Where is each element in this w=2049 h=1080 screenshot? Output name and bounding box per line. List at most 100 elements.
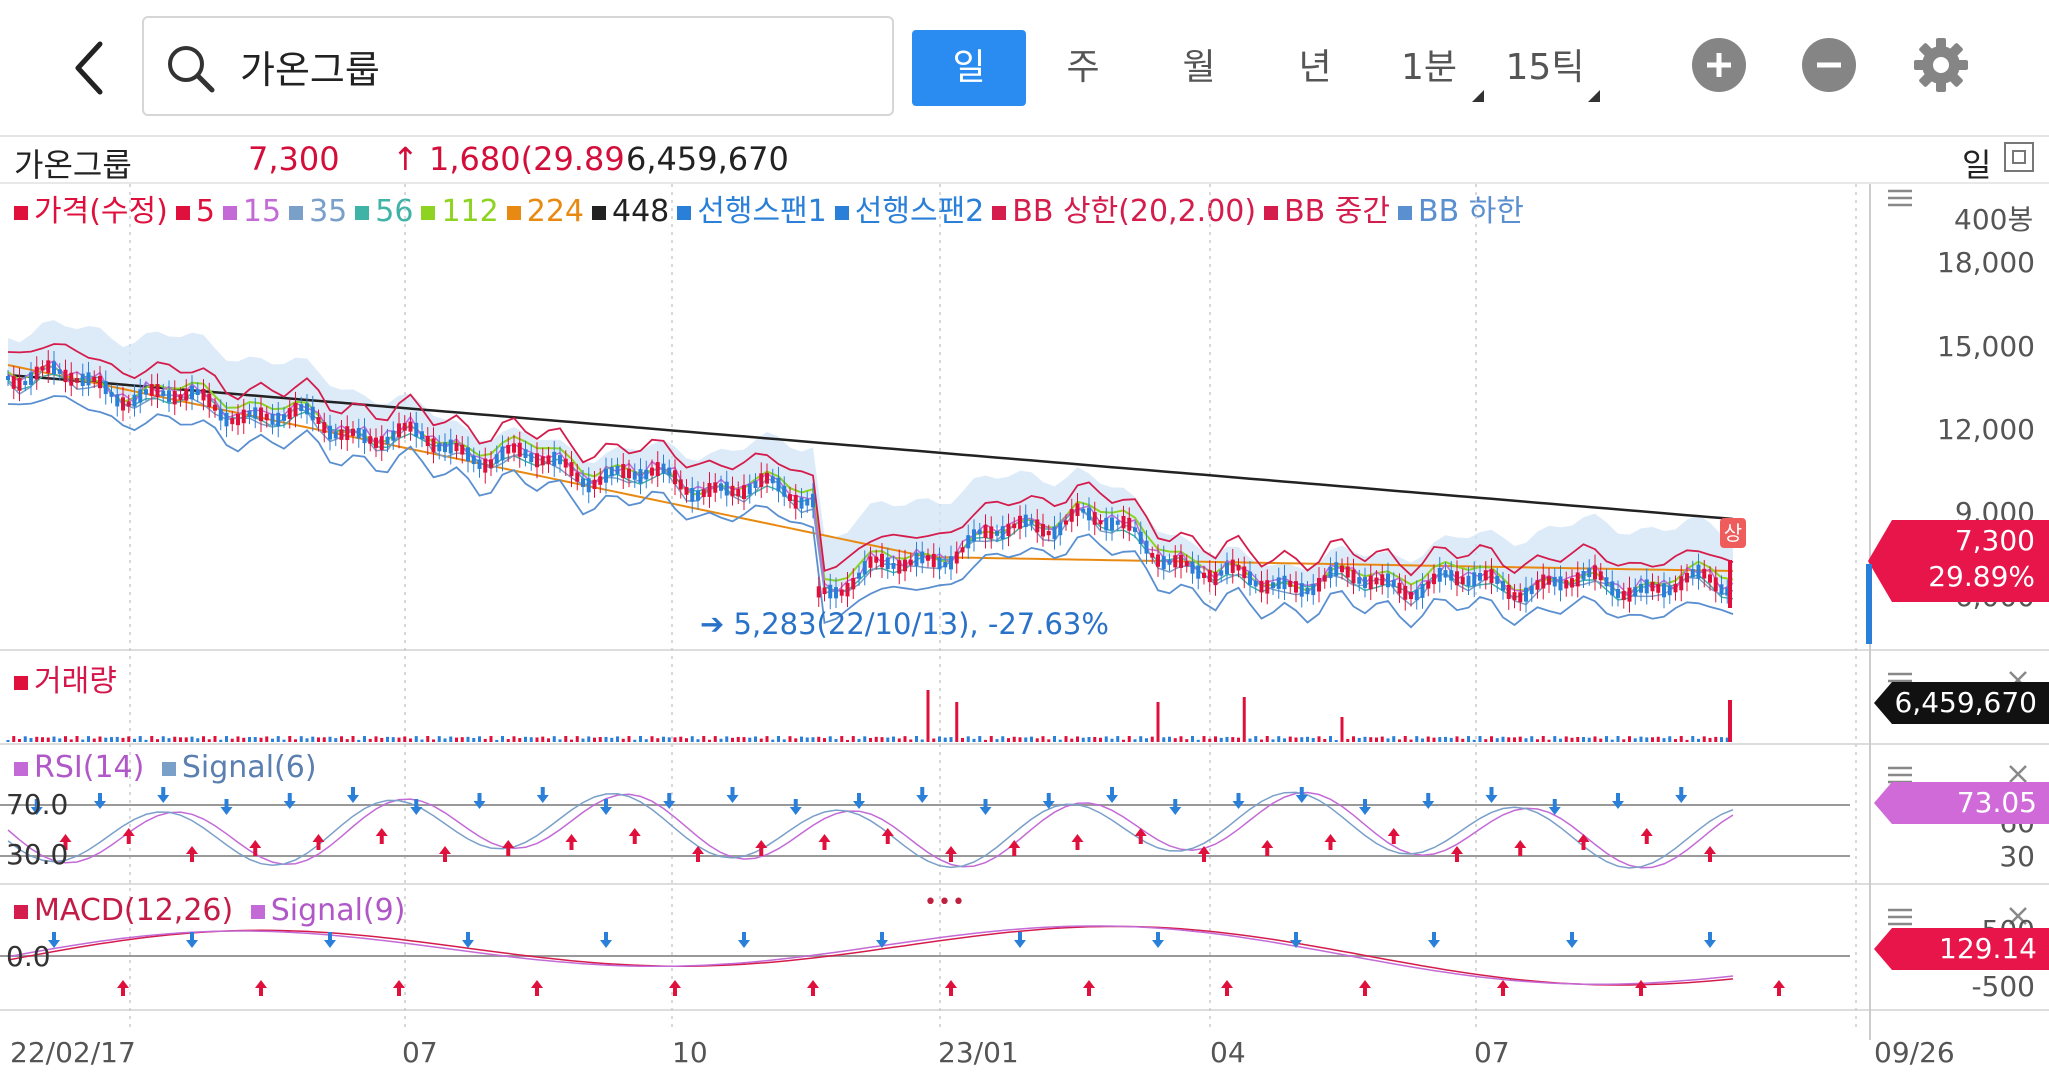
candle-body [460,444,465,455]
close-icon[interactable] [2008,764,2028,784]
volume-bar [949,737,953,742]
menu-icon[interactable] [1888,908,1912,926]
buy-signal-arrow [1202,854,1206,862]
volume-bar [966,736,970,742]
volume-bar [219,739,223,742]
volume-bar [299,736,303,742]
price-tick: 15,000 [1937,330,2035,363]
candle-body [1368,575,1373,590]
candle-body [937,557,942,570]
legend-item: 224 [506,194,584,229]
volume-bar [1564,736,1568,742]
moving-average-line [7,373,1734,521]
volume-bar [938,736,941,742]
buy-signal-arrow [696,854,700,862]
candle-body [356,427,361,439]
buy-signal-arrow [569,842,574,850]
candle-body [684,487,689,495]
volume-bar [161,736,165,742]
volume-bar [460,737,464,742]
gear-icon[interactable] [1910,34,1972,96]
search-input[interactable] [240,34,840,98]
legend-swatch [834,205,849,220]
candle-body [1225,562,1229,575]
sell-signal-arrow [52,932,56,940]
candle-body [839,589,844,596]
volume-bar [800,736,803,742]
candle-body [259,407,263,422]
tab-month[interactable]: 월 [1182,47,1216,88]
volume-bar [368,738,372,742]
expand-icon[interactable] [2004,142,2034,172]
candle-body [1604,577,1609,587]
candle-body [1690,568,1695,578]
candle-body [908,559,913,566]
sell-signal-arrow [190,932,194,940]
volume-bar [1467,736,1470,742]
buy-signal-arrow [59,834,72,842]
volume-bar [748,737,752,742]
volume-bar [351,736,355,742]
x-axis-label: 07 [402,1036,438,1069]
candle-body [1219,570,1224,576]
volume-bar [1334,739,1338,742]
candle-body [1167,559,1172,565]
volume-bar [1208,738,1212,742]
legend-swatch [677,205,692,220]
volume-bar [1294,737,1298,742]
candle-body [1506,584,1511,599]
volume-bar [1110,738,1114,742]
buy-signal-arrow [255,980,267,988]
sell-signal-arrow [1704,940,1716,948]
tab-1min[interactable]: 1분 [1372,30,1486,106]
candle-body [1702,568,1707,579]
legend-swatch [421,205,436,220]
candle-body [1616,588,1620,598]
candle-body [535,453,539,468]
candle-body [736,489,741,497]
candle-body [707,483,712,497]
zoom-out-icon[interactable] [1802,38,1856,92]
candle-body [1374,577,1379,585]
candle-body [586,478,591,493]
tab-day[interactable]: 일 [912,30,1026,106]
candle-body [1271,582,1275,589]
candle-body [931,553,936,568]
buy-signal-arrow [1221,980,1233,988]
buy-signal-arrow [531,980,543,988]
candle-body [713,482,718,493]
buy-signal-arrow [1071,834,1084,842]
volume-bar [1587,737,1591,742]
volume-bar [719,738,723,742]
candle-body [328,425,332,440]
volume-bar [604,736,608,742]
tab-15tick[interactable]: 15틱 [1488,30,1602,106]
buy-signal-arrow [1198,846,1210,854]
close-icon[interactable] [2008,906,2028,926]
volume-bar [587,736,591,742]
candle-body [1460,576,1465,585]
sell-signal-arrow [1428,940,1440,948]
volume-bar [1679,736,1683,742]
volume-bar [478,736,481,742]
back-arrow-icon[interactable] [62,38,122,98]
buy-signal-arrow [1497,980,1509,988]
search-box[interactable] [142,16,894,116]
zoom-in-icon[interactable] [1692,38,1746,92]
tab-year[interactable]: 년 [1298,47,1332,88]
volume-bar [483,738,487,742]
menu-icon[interactable] [1888,188,1912,208]
buy-signal-arrow [628,828,641,836]
candle-body [494,454,499,464]
candle-body [742,485,746,500]
candle-body [316,417,321,424]
sell-signal-arrow [600,807,612,815]
more-dots-icon[interactable]: ••• [924,890,966,915]
volume-bar [380,737,384,742]
legend-label: 선행스팬1 [697,194,827,229]
candle-body [282,414,286,421]
candle-body [1161,556,1166,570]
candle-body [862,561,867,575]
tab-week[interactable]: 주 [1066,47,1100,88]
